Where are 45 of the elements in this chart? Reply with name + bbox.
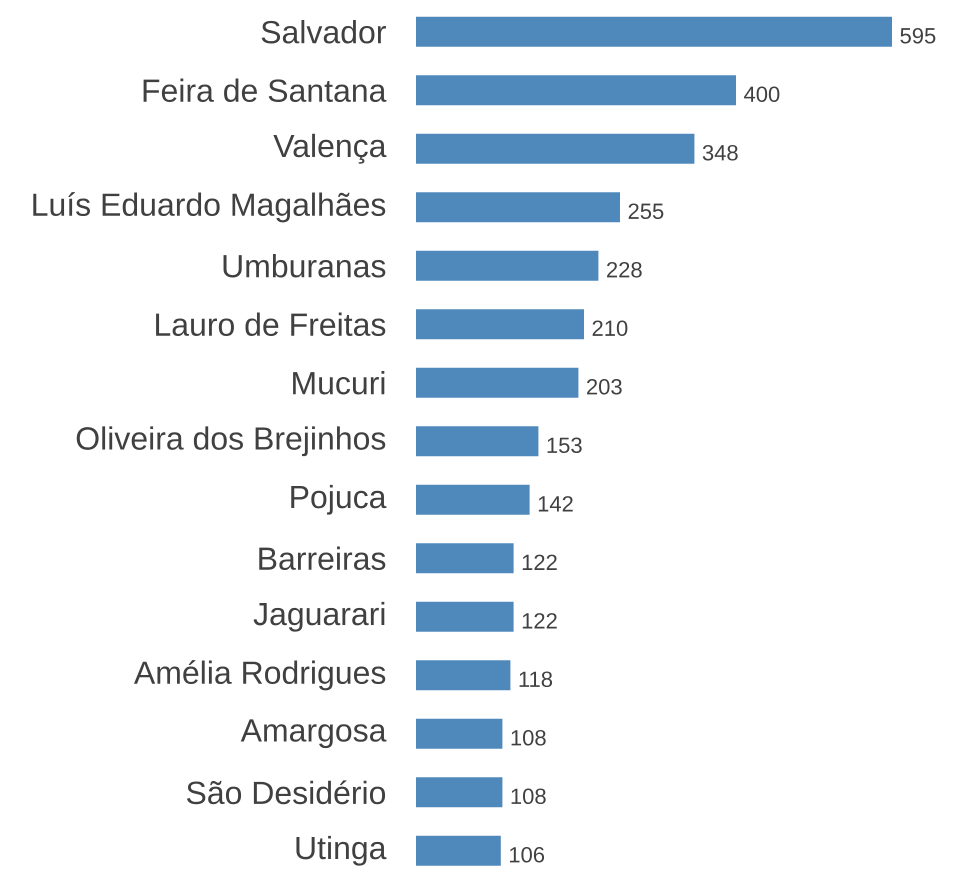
data-label: 142 bbox=[538, 496, 573, 512]
data-label: 108 bbox=[512, 788, 546, 804]
y-tick-label: Oliveira dos Brejinhos bbox=[76, 426, 386, 456]
bar bbox=[416, 836, 501, 866]
bar bbox=[416, 192, 620, 222]
bar bbox=[416, 134, 694, 164]
data-label: 106 bbox=[510, 846, 544, 863]
bar bbox=[416, 309, 584, 340]
data-label: 210 bbox=[592, 320, 628, 336]
bar bbox=[416, 660, 510, 690]
data-label: 595 bbox=[900, 28, 936, 44]
y-tick-label: Jaguarari bbox=[254, 602, 384, 632]
bar bbox=[416, 484, 530, 515]
data-label: 228 bbox=[607, 262, 642, 278]
bar bbox=[416, 777, 502, 808]
bar bbox=[416, 368, 578, 398]
y-tick-label: Salvador bbox=[262, 20, 386, 44]
bar bbox=[416, 250, 598, 281]
data-label: 255 bbox=[628, 203, 664, 220]
y-tick-label: Valença bbox=[273, 134, 386, 164]
y-tick-label: Amargosa bbox=[240, 719, 386, 748]
bar bbox=[416, 16, 892, 47]
bar bbox=[416, 543, 514, 574]
data-label: 122 bbox=[522, 613, 557, 628]
y-tick-label: Amélia Rodrigues bbox=[134, 660, 386, 690]
y-tick-label: Feira de Santana bbox=[144, 78, 386, 102]
bar bbox=[416, 718, 502, 749]
y-tick-label: Pojuca bbox=[291, 484, 386, 515]
y-tick-label: Mucuri bbox=[293, 371, 384, 395]
bar bbox=[416, 602, 514, 632]
bar bbox=[416, 426, 538, 456]
y-tick-label: Umburanas bbox=[224, 254, 386, 278]
y-tick-label: Utinga bbox=[296, 836, 386, 866]
data-label: 153 bbox=[548, 437, 582, 454]
data-label: 122 bbox=[522, 554, 557, 570]
y-tick-label: Luís Eduardo Magalhães bbox=[33, 192, 386, 222]
data-label: 118 bbox=[520, 671, 552, 688]
data-label: 108 bbox=[512, 730, 546, 746]
y-tick-label: Barreiras bbox=[259, 546, 386, 570]
data-label: 348 bbox=[702, 144, 738, 161]
y-tick-label: Lauro de Freitas bbox=[156, 312, 386, 336]
bar bbox=[416, 75, 736, 106]
y-tick-label: São Desidério bbox=[186, 780, 386, 804]
data-label: 203 bbox=[587, 378, 622, 395]
data-label: 400 bbox=[744, 86, 780, 102]
